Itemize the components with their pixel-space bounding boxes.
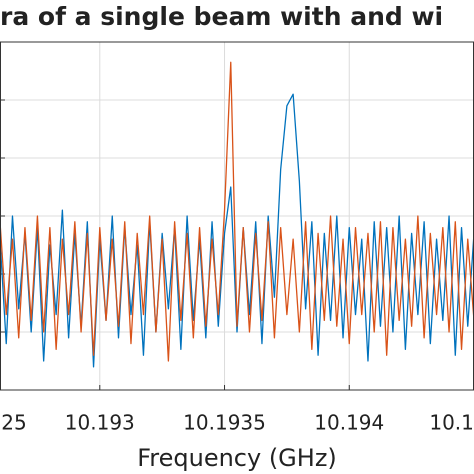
x-tick-label: 10.194 <box>314 411 384 435</box>
x-tick-label: 10.19 <box>429 411 474 435</box>
x-tick-label: 10.193 <box>65 411 135 435</box>
series-line <box>0 61 474 362</box>
x-tick-label: 25 <box>1 411 26 435</box>
x-axis-label: Frequency (GHz) <box>137 444 337 472</box>
x-tick-label: 10.1935 <box>183 411 266 435</box>
chart-title: ra of a single beam with and wi <box>0 2 443 31</box>
